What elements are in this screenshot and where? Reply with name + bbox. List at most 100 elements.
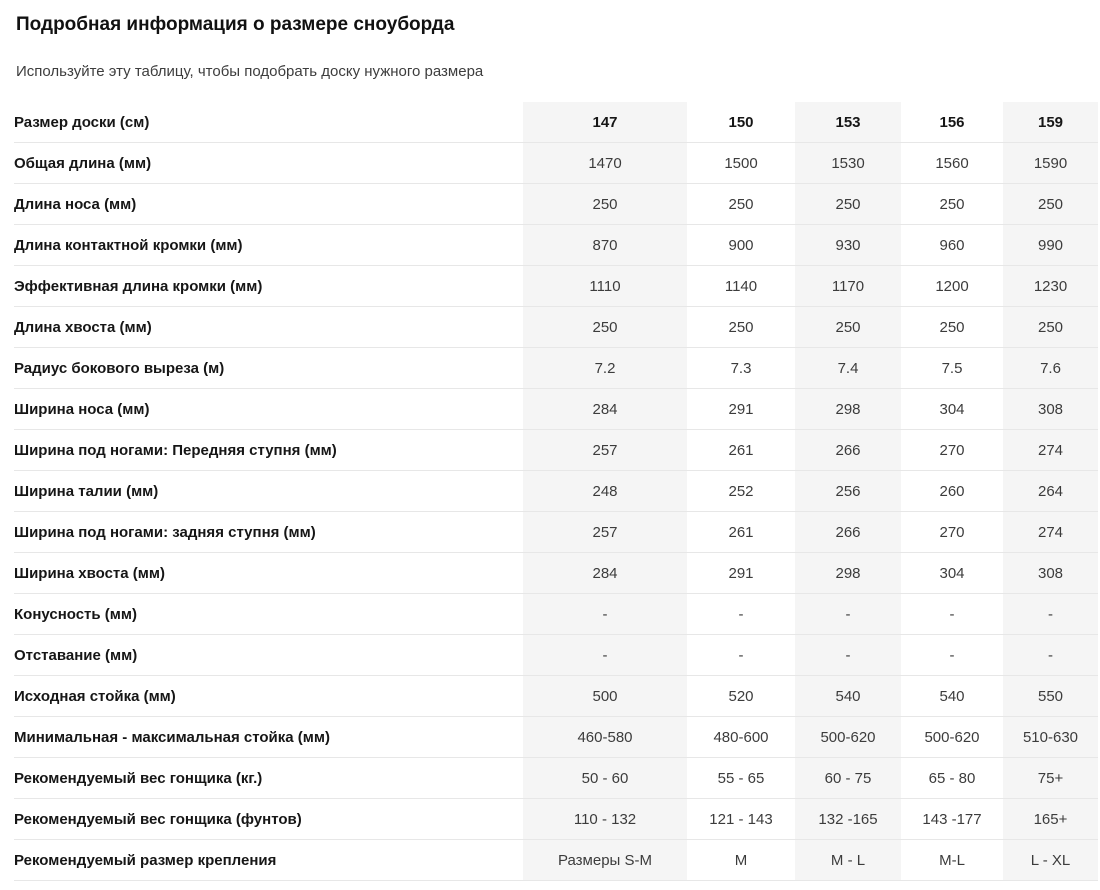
table-row: Конусность (мм) - - - - - (14, 593, 1098, 635)
table-cell: 132 -165 (795, 798, 901, 840)
row-label: Общая длина (мм) (14, 142, 523, 184)
table-cell: 540 (901, 675, 1003, 717)
table-cell: 250 (687, 183, 795, 225)
table-cell: 291 (687, 552, 795, 594)
table-cell: 284 (523, 388, 687, 430)
table-cell: 250 (523, 306, 687, 348)
table-row: Рекомендуемый размер крепления Размеры S-… (14, 839, 1098, 881)
table-cell: 480-600 (687, 716, 795, 758)
row-label: Рекомендуемый вес гонщика (фунтов) (14, 798, 523, 840)
table-cell: 1200 (901, 265, 1003, 307)
table-cell: 930 (795, 224, 901, 266)
table-cell: 1590 (1003, 142, 1098, 184)
table-cell: 260 (901, 470, 1003, 512)
table-cell: 256 (795, 470, 901, 512)
row-label: Длина контактной кромки (мм) (14, 224, 523, 266)
table-cell: 266 (795, 429, 901, 471)
table-cell: - (687, 634, 795, 676)
table-cell: 870 (523, 224, 687, 266)
table-row: Ширина под ногами: Передняя ступня (мм) 2… (14, 429, 1098, 471)
table-cell: 248 (523, 470, 687, 512)
table-cell: Размеры S-M (523, 839, 687, 881)
table-row: Длина контактной кромки (мм) 870 900 930 960… (14, 224, 1098, 266)
row-label: Отставание (мм) (14, 634, 523, 676)
table-cell: 250 (1003, 306, 1098, 348)
table-cell: 50 - 60 (523, 757, 687, 799)
page-title: Подробная информация о размере сноуборда (16, 14, 455, 35)
header-row-label: Размер доски (см) (14, 102, 523, 143)
table-cell: 250 (523, 183, 687, 225)
table-cell: 121 - 143 (687, 798, 795, 840)
table-cell: - (795, 593, 901, 635)
table-cell: 7.4 (795, 347, 901, 389)
table-cell: 304 (901, 388, 1003, 430)
table-cell: - (1003, 634, 1098, 676)
table-cell: 270 (901, 511, 1003, 553)
table-cell: M - L (795, 839, 901, 881)
table-row: Длина хвоста (мм) 250 250 250 250 250 (14, 306, 1098, 348)
table-cell: L - XL (1003, 839, 1098, 881)
header-col-159: 159 (1003, 102, 1098, 143)
table-row: Ширина под ногами: задняя ступня (мм) 257… (14, 511, 1098, 553)
header-col-153: 153 (795, 102, 901, 143)
table-cell: 291 (687, 388, 795, 430)
header-col-150: 150 (687, 102, 795, 143)
row-label: Ширина под ногами: Передняя ступня (мм) (14, 429, 523, 471)
page-subtitle: Используйте эту таблицу, чтобы подобрать… (16, 63, 484, 80)
table-row: Длина носа (мм) 250 250 250 250 250 (14, 183, 1098, 225)
table-row: Ширина хвоста (мм) 284 291 298 304 308 (14, 552, 1098, 594)
table-cell: 298 (795, 388, 901, 430)
table-cell: 1170 (795, 265, 901, 307)
table-cell: 990 (1003, 224, 1098, 266)
table-cell: 257 (523, 511, 687, 553)
snowboard-size-table: Размер доски (см) 147 150 153 156 159 Общая … (14, 102, 1098, 881)
table-row: Общая длина (мм) 1470 1500 1530 1560 1590 (14, 142, 1098, 184)
row-label: Ширина под ногами: задняя ступня (мм) (14, 511, 523, 553)
table-cell: 75+ (1003, 757, 1098, 799)
table-body: Общая длина (мм) 1470 1500 1530 1560 1590 Длин… (14, 142, 1098, 881)
table-cell: 270 (901, 429, 1003, 471)
table-cell: 264 (1003, 470, 1098, 512)
table-cell: 143 -177 (901, 798, 1003, 840)
table-cell: 298 (795, 552, 901, 594)
row-label: Радиус бокового выреза (м) (14, 347, 523, 389)
table-cell: - (901, 634, 1003, 676)
table-cell: 7.6 (1003, 347, 1098, 389)
table-row: Ширина носа (мм) 284 291 298 304 308 (14, 388, 1098, 430)
table-header-row: Размер доски (см) 147 150 153 156 159 (14, 102, 1098, 143)
table-cell: 55 - 65 (687, 757, 795, 799)
table-cell: - (523, 634, 687, 676)
table-cell: 1230 (1003, 265, 1098, 307)
table-cell: 252 (687, 470, 795, 512)
table-cell: 250 (687, 306, 795, 348)
table-cell: 110 - 132 (523, 798, 687, 840)
table-cell: M (687, 839, 795, 881)
table-cell: 550 (1003, 675, 1098, 717)
table-cell: 520 (687, 675, 795, 717)
table-row: Ширина талии (мм) 248 252 256 260 264 (14, 470, 1098, 512)
table-cell: 7.3 (687, 347, 795, 389)
table-cell: 65 - 80 (901, 757, 1003, 799)
table-cell: 250 (1003, 183, 1098, 225)
table-row: Рекомендуемый вес гонщика (фунтов) 110 - … (14, 798, 1098, 840)
table-row: Рекомендуемый вес гонщика (кг.) 50 - 60 55… (14, 757, 1098, 799)
table-cell: 1560 (901, 142, 1003, 184)
table-cell: 284 (523, 552, 687, 594)
table-cell: 1530 (795, 142, 901, 184)
table-cell: 500-620 (901, 716, 1003, 758)
table-cell: 308 (1003, 552, 1098, 594)
row-label: Ширина хвоста (мм) (14, 552, 523, 594)
table-cell: 261 (687, 429, 795, 471)
table-cell: 1140 (687, 265, 795, 307)
table-cell: - (687, 593, 795, 635)
row-label: Исходная стойка (мм) (14, 675, 523, 717)
header-col-147: 147 (523, 102, 687, 143)
table-row: Минимальная - максимальная стойка (мм) 46… (14, 716, 1098, 758)
table-cell: 460-580 (523, 716, 687, 758)
table-cell: 250 (901, 183, 1003, 225)
row-label: Рекомендуемый вес гонщика (кг.) (14, 757, 523, 799)
table-cell: 1500 (687, 142, 795, 184)
table-cell: 274 (1003, 429, 1098, 471)
table-cell: 250 (901, 306, 1003, 348)
